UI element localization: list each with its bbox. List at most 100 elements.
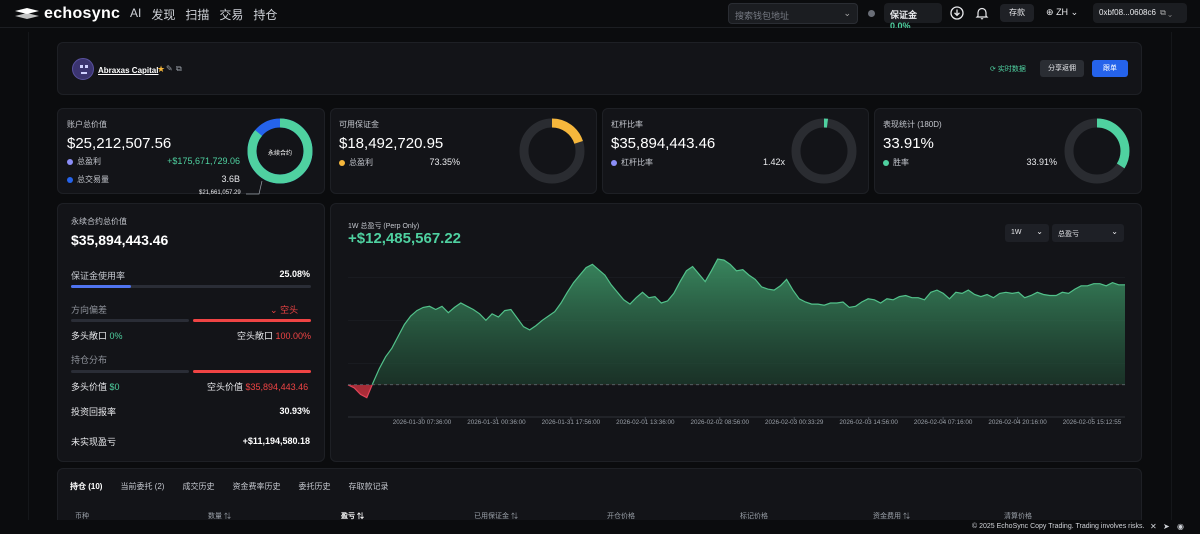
chevron-down-icon: ⌄ (270, 305, 278, 315)
realtime-data-toggle[interactable]: ⟳ 实时数据 (990, 64, 1026, 74)
tab-transfers[interactable]: 存取款记录 (348, 482, 389, 491)
telegram-icon[interactable]: ➤ (1163, 522, 1170, 531)
donut-callout-value: $21,661,057.29 (199, 190, 241, 196)
nav-link-trade[interactable]: 交易 (219, 8, 244, 22)
performance-value: 33.91% (883, 135, 934, 152)
time-range-value: 1W (1011, 229, 1022, 236)
nav-link-ai[interactable]: AI (130, 6, 142, 20)
deposit-button[interactable]: 存款 (1000, 4, 1034, 22)
nav-link-scan[interactable]: 扫描 (185, 8, 210, 22)
brand-icon (15, 8, 39, 19)
short-exposure: 空头敞口 100.00% (237, 329, 311, 342)
tab-funding-history[interactable]: 资金费率历史 (232, 482, 281, 491)
legend-dot (67, 158, 73, 165)
long-value-amount: $0 (109, 382, 120, 392)
chevron-down-icon: ⌄ (1111, 227, 1118, 236)
legend-dot (67, 176, 73, 183)
time-range-select[interactable]: 1W ⌄ (1005, 224, 1049, 242)
account-value: $25,212,507.56 (67, 135, 172, 152)
metric-value: 总盈亏 (1058, 231, 1079, 238)
star-icon[interactable]: ★ (157, 64, 166, 74)
long-exposure: 多头敞口 0% (71, 329, 123, 342)
brand-logo[interactable]: echosync (14, 5, 120, 23)
wallet-search-input[interactable]: 搜索钱包地址 ⌄ (728, 3, 858, 24)
metric-select[interactable]: 总盈亏 ⌄ (1052, 224, 1124, 242)
trader-name-text: Abraxas Capital (98, 66, 159, 75)
language-selector[interactable]: ⊕ ZH ⌄ (1046, 7, 1078, 18)
footer-copyright: © 2025 EchoSync Copy Trading. Trading in… (972, 523, 1145, 530)
discord-icon[interactable]: ◉ (1177, 522, 1184, 531)
long-exposure-value: 0% (109, 331, 123, 341)
win-rate-legend: 胜率 (883, 157, 909, 168)
positions-tabs: 持仓 (10) 当前委托 (2) 成交历史 资金费率历史 委托历史 存取款记录 (70, 481, 388, 492)
total-profit-value: +$175,671,729.06 (167, 156, 240, 166)
donut-track (791, 118, 857, 184)
copy-icon[interactable]: ⧉ (176, 64, 182, 73)
x-tick-label: 2026-02-01 13:36:00 (616, 419, 675, 426)
col-entry-price[interactable]: 开仓价格 (607, 513, 635, 520)
col-pnl[interactable]: 盈亏 ⇅ (341, 511, 364, 521)
perp-value: $35,894,443.46 (71, 232, 169, 248)
leverage-donut-chart (791, 118, 857, 184)
margin-usage-fill (71, 285, 132, 288)
long-value: 多头价值 $0 (71, 380, 120, 393)
x-tick-label: 2026-02-03 00:33:29 (765, 419, 824, 426)
col-size[interactable]: 数量 ⇅ (208, 511, 231, 521)
x-tick-label: 2026-01-30 07:36:00 (393, 419, 452, 426)
wallet-address-button[interactable]: 0xbf08...0608c6 ⧉ ⌄ (1093, 3, 1187, 23)
footer: © 2025 EchoSync Copy Trading. Trading in… (0, 520, 1200, 534)
perp-summary-panel (57, 203, 325, 462)
col-liquidation-price[interactable]: 清算价格 (1004, 513, 1032, 520)
win-rate-value: 33.91% (1026, 157, 1057, 167)
col-margin-label: 已用保证金 (474, 513, 509, 520)
bell-icon[interactable] (975, 6, 989, 20)
copy-trade-button[interactable]: 跟单 (1092, 60, 1128, 77)
trader-name[interactable]: Abraxas Capital (98, 66, 158, 75)
brand-name: echosync (44, 5, 121, 22)
refresh-icon: ⟳ (990, 66, 996, 73)
tab-positions[interactable]: 持仓 (10) (70, 482, 103, 491)
long-bias-bar (71, 319, 189, 322)
pnl-area-chart: 2026-01-30 07:36:00 2026-01-31 00:36:00 20… (347, 258, 1125, 426)
legend-dot (339, 159, 345, 166)
tab-order-history[interactable]: 委托历史 (298, 482, 331, 491)
nav-link-positions[interactable]: 持仓 (253, 8, 278, 22)
x-tick-label: 2026-02-02 08:56:00 (691, 419, 750, 426)
col-mark-price[interactable]: 标记价格 (740, 513, 768, 520)
share-referral-button[interactable]: 分享返佣 (1040, 60, 1084, 77)
realtime-label: 实时数据 (997, 66, 1026, 73)
legend-dot (611, 159, 617, 166)
col-funding[interactable]: 资金费用 ⇅ (873, 511, 910, 521)
unrealized-pnl-label: 未实现盈亏 (71, 437, 117, 447)
col-coin[interactable]: 币种 (75, 513, 89, 520)
margin-status-pill[interactable]: 保证金 0.0% (884, 3, 942, 31)
donut-arc (1064, 118, 1130, 184)
leverage-ratio-legend: 杠杆比率 (611, 157, 653, 168)
x-twitter-icon[interactable]: ✕ (1150, 522, 1157, 531)
leverage-ratio-value: 1.42x (762, 157, 785, 167)
available-profit-label: 总盈利 (349, 158, 373, 167)
leverage-value: $35,894,443.46 (611, 135, 716, 152)
copy-icon[interactable]: ⧉ (1160, 8, 1166, 17)
win-rate-donut-chart (1064, 118, 1130, 184)
download-icon[interactable] (950, 6, 964, 20)
sort-icon: ⇅ (223, 513, 231, 520)
tab-open-orders[interactable]: 当前委托 (2) (120, 482, 165, 491)
roi-value: 30.93% (279, 406, 310, 416)
margin-label: 保证金 (890, 10, 918, 20)
total-volume-label: 总交易量 (77, 175, 109, 184)
pnl-area-positive (372, 259, 1125, 385)
x-tick-label: 2026-02-05 15:12:55 (1063, 419, 1122, 426)
tab-trade-history[interactable]: 成交历史 (182, 482, 215, 491)
status-dot (868, 10, 875, 17)
col-margin-used[interactable]: 已用保证金 ⇅ (474, 511, 518, 521)
donut-arc-perp (247, 118, 313, 184)
leverage-ratio-label: 杠杆比率 (621, 158, 653, 167)
content-frame (28, 32, 1172, 520)
edit-icon[interactable]: ✎ (166, 64, 173, 73)
long-value-label: 多头价值 (71, 382, 108, 392)
account-value-label: 账户总价值 (67, 120, 107, 129)
col-funding-label: 资金费用 (873, 513, 901, 520)
nav-link-discover[interactable]: 发现 (151, 8, 176, 22)
sort-icon: ⇅ (902, 513, 910, 520)
